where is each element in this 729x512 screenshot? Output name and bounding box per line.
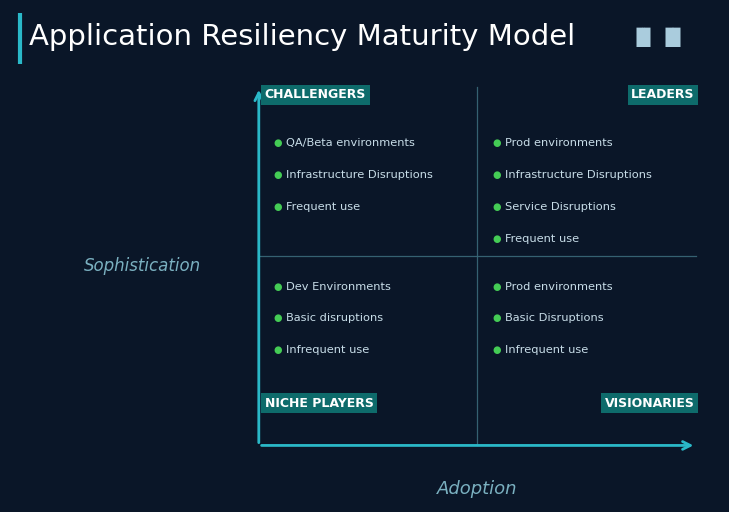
Text: ●: ● [273,170,282,180]
Text: Sophistication: Sophistication [84,257,200,275]
Text: Adoption: Adoption [437,480,518,498]
Text: ●: ● [492,170,501,180]
Text: Infrastructure Disruptions: Infrastructure Disruptions [505,170,652,180]
Text: ●: ● [492,233,501,244]
Text: LEADERS: LEADERS [631,88,695,101]
Text: QA/Beta environments: QA/Beta environments [286,138,416,148]
Text: Basic Disruptions: Basic Disruptions [505,313,604,324]
Text: ●: ● [273,138,282,148]
Text: Frequent use: Frequent use [505,233,580,244]
Text: ●: ● [492,202,501,212]
Text: Prod environments: Prod environments [505,282,613,292]
Text: Infrastructure Disruptions: Infrastructure Disruptions [286,170,433,180]
Text: Dev Environments: Dev Environments [286,282,391,292]
Text: Infrequent use: Infrequent use [286,345,370,355]
Text: Basic disruptions: Basic disruptions [286,313,383,324]
Text: ●: ● [273,202,282,212]
Text: ●: ● [492,282,501,292]
Text: CHALLENGERS: CHALLENGERS [265,88,366,101]
Text: Service Disruptions: Service Disruptions [505,202,616,212]
Text: ●: ● [273,313,282,324]
Text: ●: ● [273,345,282,355]
Text: Frequent use: Frequent use [286,202,361,212]
Text: ●: ● [492,345,501,355]
Text: ●: ● [492,138,501,148]
Text: VISIONARIES: VISIONARIES [605,397,695,410]
Text: NICHE PLAYERS: NICHE PLAYERS [265,397,373,410]
Text: Application Resiliency Maturity Model: Application Resiliency Maturity Model [29,23,575,51]
Text: ●: ● [492,313,501,324]
Text: ●: ● [273,282,282,292]
Text: ▐▌▐▌: ▐▌▐▌ [628,27,688,47]
Text: Prod environments: Prod environments [505,138,613,148]
Text: Infrequent use: Infrequent use [505,345,588,355]
